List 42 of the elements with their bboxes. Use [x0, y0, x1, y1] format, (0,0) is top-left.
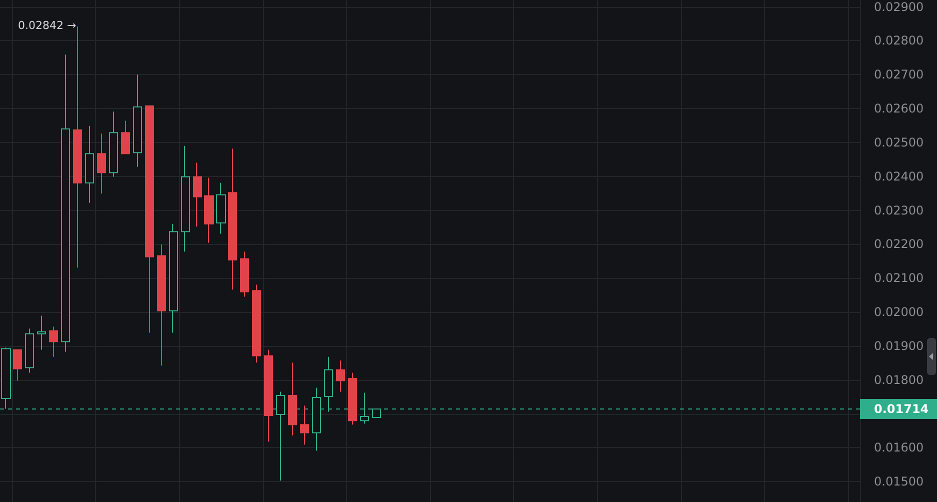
candlestick: [121, 120, 130, 154]
candlestick: [228, 148, 237, 290]
candlestick: [240, 251, 249, 298]
y-tick-label: 0.02500: [874, 135, 924, 150]
candlestick: [300, 405, 309, 446]
candlestick: [264, 349, 273, 442]
candlestick: [25, 328, 34, 374]
y-tick-label: 0.02400: [874, 169, 924, 184]
y-tick-label: 0.01600: [874, 440, 924, 455]
candlestick: [13, 348, 22, 382]
candlestick: [85, 125, 94, 204]
y-tick-label: 0.02900: [874, 0, 924, 14]
candlestick: [348, 372, 357, 426]
candlestick: [97, 133, 106, 194]
candlestick: [216, 182, 226, 234]
y-tick-label: 0.02100: [874, 271, 924, 286]
ref-line-label: 0.01714: [874, 402, 929, 416]
y-tick-label: 0.02000: [874, 305, 924, 320]
candlestick: [49, 326, 58, 358]
candlestick: [145, 105, 154, 334]
candlestick: [193, 162, 202, 228]
y-tick-label: 0.02600: [874, 102, 924, 116]
y-tick-label: 0.02700: [874, 68, 924, 82]
candlestick: [204, 177, 214, 244]
candlestick: [169, 223, 178, 334]
candlestick: [61, 54, 70, 352]
y-tick-label: 0.01900: [874, 338, 924, 353]
y-tick-label: 0.02800: [874, 34, 924, 48]
y-tick-label: 0.02200: [874, 237, 924, 252]
y-tick-label: 0.01500: [874, 474, 924, 489]
candlestick: [37, 315, 46, 350]
candlestick: [157, 244, 166, 366]
candlestick: [1, 347, 11, 410]
candlestick: [181, 145, 190, 252]
annotation: 0.02842 →: [18, 19, 76, 32]
y-tick-label: 0.02300: [874, 203, 924, 218]
y-tick-label: 0.01800: [874, 372, 924, 387]
candlestick: [133, 74, 142, 168]
candlestick: [336, 360, 345, 392]
candlestick: [288, 362, 297, 436]
candlestick: [109, 111, 118, 178]
candlestick: [252, 284, 261, 364]
